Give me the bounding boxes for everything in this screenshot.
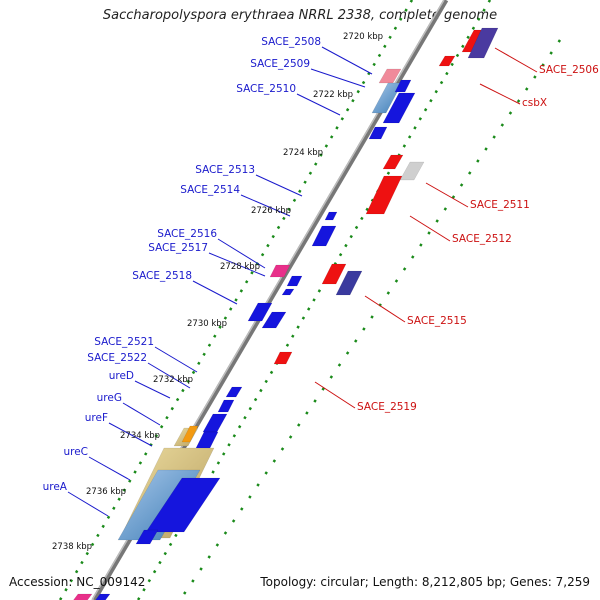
gene-label-leader-line	[217, 238, 266, 269]
kbp-tick-label: 2734 kbp	[120, 431, 160, 441]
gene-block-forward	[225, 386, 243, 398]
gene-block-forward	[286, 275, 303, 287]
kbp-tick-label: 2736 kbp	[86, 487, 126, 497]
gene-block-reverse	[438, 55, 456, 67]
gene-labels: SACE_2508 SACE_2509 SACE_2510 SACE_2513 SACE…	[43, 36, 600, 493]
gene-block-forward	[368, 126, 388, 140]
gene-label-leader-line	[88, 456, 131, 481]
gene-block-forward	[181, 425, 199, 443]
kbp-tick-label: 2738 kbp	[52, 542, 92, 552]
gene-label-reverse[interactable]: SACE_2512	[452, 233, 512, 245]
gene-label-reverse[interactable]: SACE_2506	[539, 64, 599, 76]
gene-label-forward[interactable]: SACE_2518	[132, 270, 192, 282]
accession-text: Accession: NC_009142	[9, 575, 146, 589]
kbp-tick-label: 2722 kbp	[313, 90, 353, 100]
gene-label-forward[interactable]: SACE_2508	[261, 36, 321, 48]
gene-label-leader-line	[208, 252, 266, 277]
gene-block-forward	[281, 288, 295, 296]
gene-label-forward[interactable]: SACE_2522	[87, 352, 147, 364]
gene-label-leader-line	[321, 46, 373, 75]
gene-label-forward[interactable]: ureD	[109, 370, 134, 382]
gene-block-forward	[247, 302, 273, 322]
kbp-tick-label: 2726 kbp	[251, 206, 291, 216]
gene-label-leader-line	[192, 280, 238, 305]
gene-label-leader-line	[364, 295, 406, 323]
gene-label-leader-line	[134, 380, 171, 399]
gene-block-forward	[394, 79, 412, 93]
kbp-tick-label: 2730 kbp	[187, 319, 227, 329]
gene-label-leader-line	[296, 93, 341, 116]
gene-label-leader-line	[479, 83, 521, 105]
gene-block-forward	[261, 311, 287, 329]
gene-label-forward[interactable]: ureC	[63, 446, 88, 458]
gene-block-reverse	[467, 27, 499, 59]
gene-label-forward[interactable]: SACE_2509	[250, 58, 310, 70]
gene-block-forward	[73, 593, 93, 600]
gene-label-leader-line	[425, 182, 469, 208]
gene-block-forward	[382, 92, 416, 124]
gene-label-reverse[interactable]: csbX	[522, 97, 547, 109]
gene-block-forward	[202, 413, 228, 433]
kbp-tick-label: 2720 kbp	[343, 32, 383, 42]
gene-label-forward[interactable]: ureG	[97, 392, 122, 404]
gene-label-reverse[interactable]: SACE_2515	[407, 315, 467, 327]
gene-features	[73, 27, 499, 600]
gene-label-leader-line	[108, 422, 153, 447]
gene-block-forward	[145, 477, 221, 533]
gene-block-forward	[324, 211, 338, 221]
gene-block-reverse	[399, 161, 425, 181]
gene-label-forward[interactable]: ureA	[43, 481, 68, 493]
gene-label-forward[interactable]: SACE_2514	[180, 184, 240, 196]
gene-label-leader-line	[67, 491, 109, 517]
scale-dotted-line-far-right	[178, 39, 562, 600]
gene-label-forward[interactable]: SACE_2516	[157, 228, 217, 240]
map-title: Saccharopolyspora erythraea NRRL 2338, c…	[102, 8, 498, 23]
gene-label-leader-line	[310, 68, 366, 88]
gene-block-reverse	[273, 351, 293, 365]
gene-label-forward[interactable]: SACE_2510	[236, 83, 296, 95]
kbp-tick-label: 2724 kbp	[283, 148, 323, 158]
kbp-ticks: 2720 kbp 2722 kbp 2724 kbp 2726 kbp 2728 kbp…	[52, 32, 383, 552]
gene-block-forward	[95, 593, 111, 600]
gene-label-leader-line	[494, 47, 538, 73]
gene-label-leader-line	[147, 362, 191, 389]
gene-label-leader-line	[122, 402, 161, 426]
gene-block-forward	[217, 399, 235, 413]
topology-text: Topology: circular; Length: 8,212,805 bp…	[260, 575, 590, 589]
gene-block-reverse	[321, 263, 347, 285]
gene-block-forward	[311, 225, 337, 247]
gene-block-forward	[269, 264, 291, 278]
gene-block-reverse	[382, 154, 404, 170]
gene-label-reverse[interactable]: SACE_2511	[470, 199, 530, 211]
gene-block-reverse	[365, 175, 403, 215]
label-leader-lines	[67, 46, 538, 517]
gene-label-forward[interactable]: SACE_2517	[148, 242, 208, 254]
kbp-tick-label: 2728 kbp	[220, 262, 260, 272]
gene-label-forward[interactable]: SACE_2521	[94, 336, 154, 348]
gene-label-leader-line	[154, 346, 198, 373]
gene-label-leader-line	[240, 194, 291, 217]
gene-label-leader-line	[255, 174, 303, 197]
gene-block-reverse	[335, 270, 363, 296]
kbp-tick-label: 2732 kbp	[153, 375, 193, 385]
gene-label-forward[interactable]: SACE_2513	[195, 164, 255, 176]
gene-block-forward	[371, 82, 403, 114]
gene-label-leader-line	[314, 381, 356, 409]
gene-label-leader-line	[409, 215, 451, 242]
gene-block-forward	[135, 529, 159, 545]
scale-dotted-line-left	[58, 0, 414, 600]
gene-label-forward[interactable]: ureF	[85, 412, 108, 424]
gene-label-reverse[interactable]: SACE_2519	[357, 401, 417, 413]
